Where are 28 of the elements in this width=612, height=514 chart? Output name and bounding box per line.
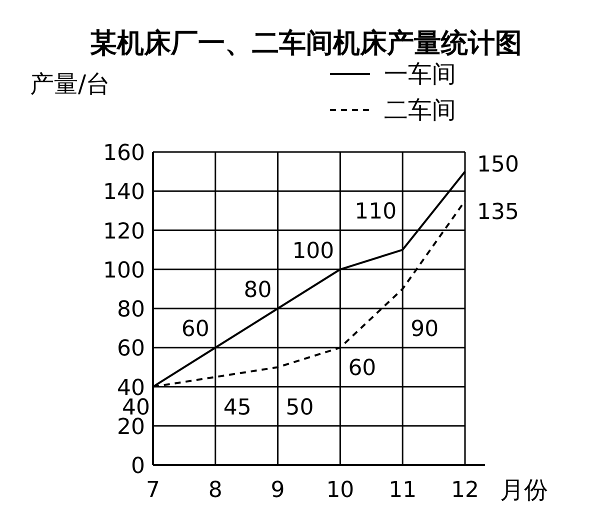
x-tick-label: 9 (270, 478, 285, 503)
y-tick-label: 160 (103, 141, 145, 166)
data-label: 60 (181, 317, 210, 342)
data-label: 90 (410, 317, 439, 342)
data-label: 110 (354, 200, 397, 225)
data-label: 135 (477, 200, 519, 225)
data-label: 45 (223, 395, 252, 420)
x-tick-label: 7 (146, 478, 160, 503)
x-tick-label: 11 (388, 478, 417, 503)
x-tick-label: 12 (451, 478, 479, 503)
chart-title: 某机床厂一、二车间机床产量统计图 (90, 28, 522, 59)
data-label: 60 (348, 356, 376, 382)
legend-label: 一车间 (384, 60, 456, 88)
y-tick-label: 80 (117, 298, 145, 322)
y-tick-label: 60 (117, 336, 145, 362)
x-tick-label: 10 (326, 478, 354, 503)
y-tick-label: 100 (103, 258, 145, 284)
y-tick-label: 0 (131, 454, 145, 479)
y-tick-label: 120 (103, 219, 145, 244)
x-axis-title: 月份 (500, 476, 548, 504)
data-label: 100 (292, 238, 334, 264)
data-label: 50 (286, 395, 314, 420)
legend-label: 二车间 (384, 96, 456, 124)
data-label: 150 (477, 152, 519, 178)
data-label: 80 (244, 278, 272, 303)
y-axis-title: 产量/台 (30, 70, 110, 98)
x-tick-label: 8 (208, 478, 222, 503)
y-tick-label: 140 (103, 180, 145, 206)
